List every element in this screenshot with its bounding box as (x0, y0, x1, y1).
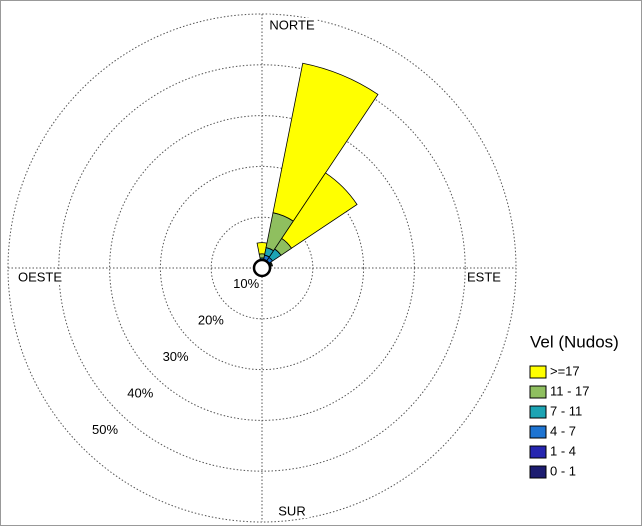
legend-swatch (529, 365, 547, 379)
grid-ring (7, 13, 517, 523)
r-tick-label: 50% (92, 422, 118, 437)
r-tick-label: 30% (163, 349, 189, 364)
direction-label: ESTE (467, 269, 501, 284)
sector (281, 172, 358, 249)
legend-swatch (529, 385, 547, 399)
r-tick-label: 20% (198, 312, 224, 327)
direction-label: OESTE (18, 269, 62, 284)
grid-ring (58, 64, 466, 472)
legend-swatch (529, 465, 547, 479)
legend-swatch (529, 405, 547, 419)
legend-swatch (529, 445, 547, 459)
r-tick-label: 10% (233, 276, 259, 291)
sector (272, 62, 379, 222)
grid-ring (159, 165, 365, 371)
legend-label: 7 - 11 (550, 403, 582, 418)
grid-ring (109, 115, 415, 421)
legend-label: 11 - 17 (550, 383, 590, 398)
r-tick-label: 40% (127, 385, 153, 400)
legend-label: >=17 (550, 363, 580, 378)
legend-label: 1 - 4 (550, 443, 576, 458)
calm-circle (252, 258, 272, 278)
grid-ring (210, 216, 314, 320)
legend-label: 4 - 7 (550, 423, 576, 438)
legend-label: 0 - 1 (550, 463, 576, 478)
direction-label: SUR (278, 503, 305, 518)
legend-swatch (529, 425, 547, 439)
direction-label: NORTE (269, 17, 315, 32)
legend-title: Vel (Nudos) (530, 332, 619, 351)
